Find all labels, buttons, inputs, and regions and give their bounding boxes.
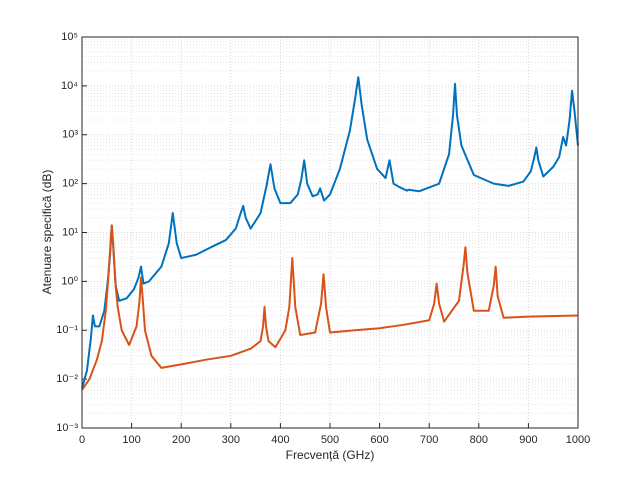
y-tick-label: 10⁻² bbox=[56, 373, 78, 385]
line bbox=[81, 224, 579, 391]
x-tick-label: 900 bbox=[519, 434, 537, 446]
x-tick-label: 100 bbox=[122, 434, 140, 446]
y-tick-label: 10⁵ bbox=[61, 31, 78, 43]
x-axis-label: Frecvență (GHz) bbox=[286, 448, 375, 462]
y-tick-label: 10¹ bbox=[62, 226, 78, 238]
x-tick-label: 600 bbox=[370, 434, 388, 446]
y-tick-label: 10³ bbox=[62, 129, 78, 141]
y-axis-label: Atenuare specifică (dB) bbox=[40, 170, 54, 295]
y-tick-label: 10⁴ bbox=[61, 80, 78, 92]
y-tick-label: 10² bbox=[62, 178, 78, 190]
x-tick-label: 400 bbox=[271, 434, 289, 446]
x-tick-label: 700 bbox=[420, 434, 438, 446]
y-tick-label: 10⁻³ bbox=[56, 422, 78, 434]
x-tick-label: 0 bbox=[79, 434, 85, 446]
line bbox=[81, 76, 579, 389]
y-tick-label: 10⁻¹ bbox=[56, 324, 78, 336]
x-tick-label: 200 bbox=[172, 434, 190, 446]
x-tick-label: 800 bbox=[470, 434, 488, 446]
plot-frame bbox=[81, 36, 579, 429]
y-tick-label: 10⁰ bbox=[61, 275, 78, 287]
x-tick-label: 1000 bbox=[566, 434, 590, 446]
x-tick-label: 500 bbox=[321, 434, 339, 446]
x-tick-label: 300 bbox=[222, 434, 240, 446]
